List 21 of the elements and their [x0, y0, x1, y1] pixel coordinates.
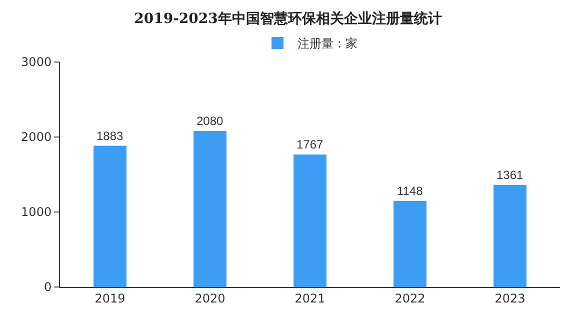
- bar: [494, 184, 526, 287]
- bar: [294, 154, 326, 287]
- data-label: 1361: [496, 168, 524, 182]
- x-tick-label: 2021: [294, 291, 326, 306]
- y-tick-label: 0: [44, 280, 52, 294]
- x-tick-label: 2023: [494, 291, 526, 306]
- y-tick-label: 1000: [21, 205, 52, 220]
- data-label: 1767: [296, 137, 324, 152]
- legend-label: 注册量：家: [298, 36, 358, 51]
- data-label: 2080: [196, 114, 224, 128]
- x-tick-label: 2020: [194, 291, 226, 306]
- data-label: 1148: [396, 184, 424, 198]
- y-tick-label: 2000: [21, 130, 52, 144]
- y-tick-label: 3000: [21, 55, 52, 70]
- chart-title: 2019-2023年中国智慧环保相关企业注册量统计: [134, 10, 442, 27]
- x-tick-label: 2022: [394, 291, 426, 306]
- bar: [94, 146, 126, 287]
- bar: [194, 131, 226, 287]
- x-tick-label: 2019: [94, 291, 126, 306]
- data-label: 1883: [96, 128, 124, 143]
- bar: [394, 200, 426, 287]
